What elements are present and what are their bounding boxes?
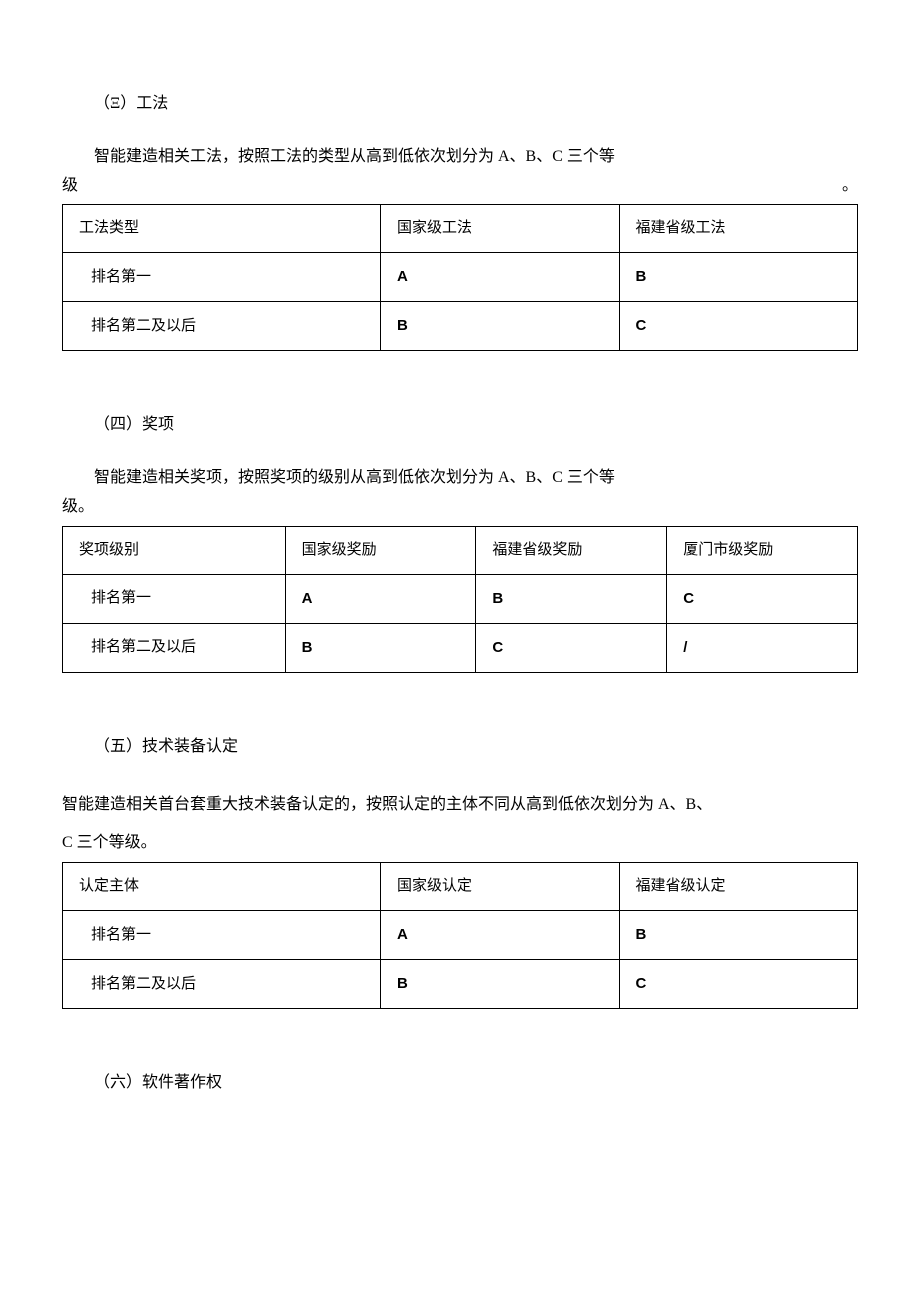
section-4-desc: 智能建造相关奖项，按照奖项的级别从高到低依次划分为 A、B、C 三个等 — [62, 464, 858, 493]
table-header-cell: 国家级奖励 — [285, 526, 476, 574]
section-5-title: （五）技术装备认定 — [62, 733, 858, 762]
table-row: 认定主体 国家级认定 福建省级认定 — [63, 863, 858, 911]
section-3-title: （Ξ）工法 — [62, 90, 858, 119]
table-cell: B — [476, 574, 667, 623]
section-3-suffix: 级 。 — [62, 172, 858, 201]
table-cell: 排名第一 — [63, 574, 286, 623]
table-row: 排名第一 A B — [63, 911, 858, 960]
table-cell: A — [381, 253, 620, 302]
table-header-cell: 奖项级别 — [63, 526, 286, 574]
table-value: B — [492, 590, 503, 607]
table-value: B — [636, 268, 647, 285]
section-3-suffix-text: 级 — [62, 177, 78, 194]
section-5-desc-1: 智能建造相关首台套重大技术装备认定的，按照认定的主体不同从高到低依次划分为 A、… — [62, 786, 858, 824]
table-row: 排名第二及以后 B C — [63, 960, 858, 1009]
table-cell: 排名第二及以后 — [63, 623, 286, 672]
table-row: 奖项级别 国家级奖励 福建省级奖励 厦门市级奖励 — [63, 526, 858, 574]
table-value: C — [636, 975, 647, 992]
table-cell: C — [619, 302, 858, 351]
table-value: C — [636, 317, 647, 334]
table-cell: A — [285, 574, 476, 623]
section-4-title: （四）奖项 — [62, 411, 858, 440]
table-cell: C — [667, 574, 858, 623]
table-value: B — [397, 317, 408, 334]
table-header-cell: 认定主体 — [63, 863, 381, 911]
section-3: （Ξ）工法 智能建造相关工法，按照工法的类型从高到低依次划分为 A、B、C 三个… — [62, 90, 858, 351]
table-value: / — [683, 639, 687, 656]
table-3: 工法类型 国家级工法 福建省级工法 排名第一 A B 排名第二及以后 B C — [62, 204, 858, 351]
table-header-cell: 国家级认定 — [381, 863, 620, 911]
table-row: 工法类型 国家级工法 福建省级工法 — [63, 205, 858, 253]
table-value: B — [636, 926, 647, 943]
table-value: B — [302, 639, 313, 656]
table-header-cell: 福建省级认定 — [619, 863, 858, 911]
table-cell: A — [381, 911, 620, 960]
section-3-desc: 智能建造相关工法，按照工法的类型从高到低依次划分为 A、B、C 三个等 — [62, 143, 858, 172]
table-5: 认定主体 国家级认定 福建省级认定 排名第一 A B 排名第二及以后 B C — [62, 862, 858, 1009]
table-row: 排名第一 A B — [63, 253, 858, 302]
section-4: （四）奖项 智能建造相关奖项，按照奖项的级别从高到低依次划分为 A、B、C 三个… — [62, 411, 858, 672]
table-cell: B — [619, 253, 858, 302]
section-3-period: 。 — [842, 172, 858, 201]
table-header-cell: 福建省级奖励 — [476, 526, 667, 574]
table-cell: B — [381, 302, 620, 351]
table-row: 排名第二及以后 B C / — [63, 623, 858, 672]
table-cell: / — [667, 623, 858, 672]
table-value: C — [492, 639, 503, 656]
section-6: （六）软件著作权 — [62, 1069, 858, 1098]
section-5-desc-2: C 三个等级。 — [62, 824, 858, 862]
section-5: （五）技术装备认定 智能建造相关首台套重大技术装备认定的，按照认定的主体不同从高… — [62, 733, 858, 1010]
table-header-cell: 福建省级工法 — [619, 205, 858, 253]
table-cell: 排名第二及以后 — [63, 302, 381, 351]
table-cell: 排名第一 — [63, 911, 381, 960]
table-cell: C — [619, 960, 858, 1009]
table-value: B — [397, 975, 408, 992]
table-cell: B — [285, 623, 476, 672]
table-value: A — [302, 590, 313, 607]
table-row: 排名第二及以后 B C — [63, 302, 858, 351]
table-cell: B — [381, 960, 620, 1009]
table-value: C — [683, 590, 694, 607]
table-value: A — [397, 926, 408, 943]
table-header-cell: 国家级工法 — [381, 205, 620, 253]
table-cell: 排名第二及以后 — [63, 960, 381, 1009]
table-row: 排名第一 A B C — [63, 574, 858, 623]
table-cell: 排名第一 — [63, 253, 381, 302]
table-value: A — [397, 268, 408, 285]
table-header-cell: 工法类型 — [63, 205, 381, 253]
table-4: 奖项级别 国家级奖励 福建省级奖励 厦门市级奖励 排名第一 A B C 排名第二… — [62, 526, 858, 673]
section-4-suffix: 级。 — [62, 493, 858, 522]
section-6-title: （六）软件著作权 — [62, 1069, 858, 1098]
table-cell: B — [619, 911, 858, 960]
table-header-cell: 厦门市级奖励 — [667, 526, 858, 574]
table-cell: C — [476, 623, 667, 672]
